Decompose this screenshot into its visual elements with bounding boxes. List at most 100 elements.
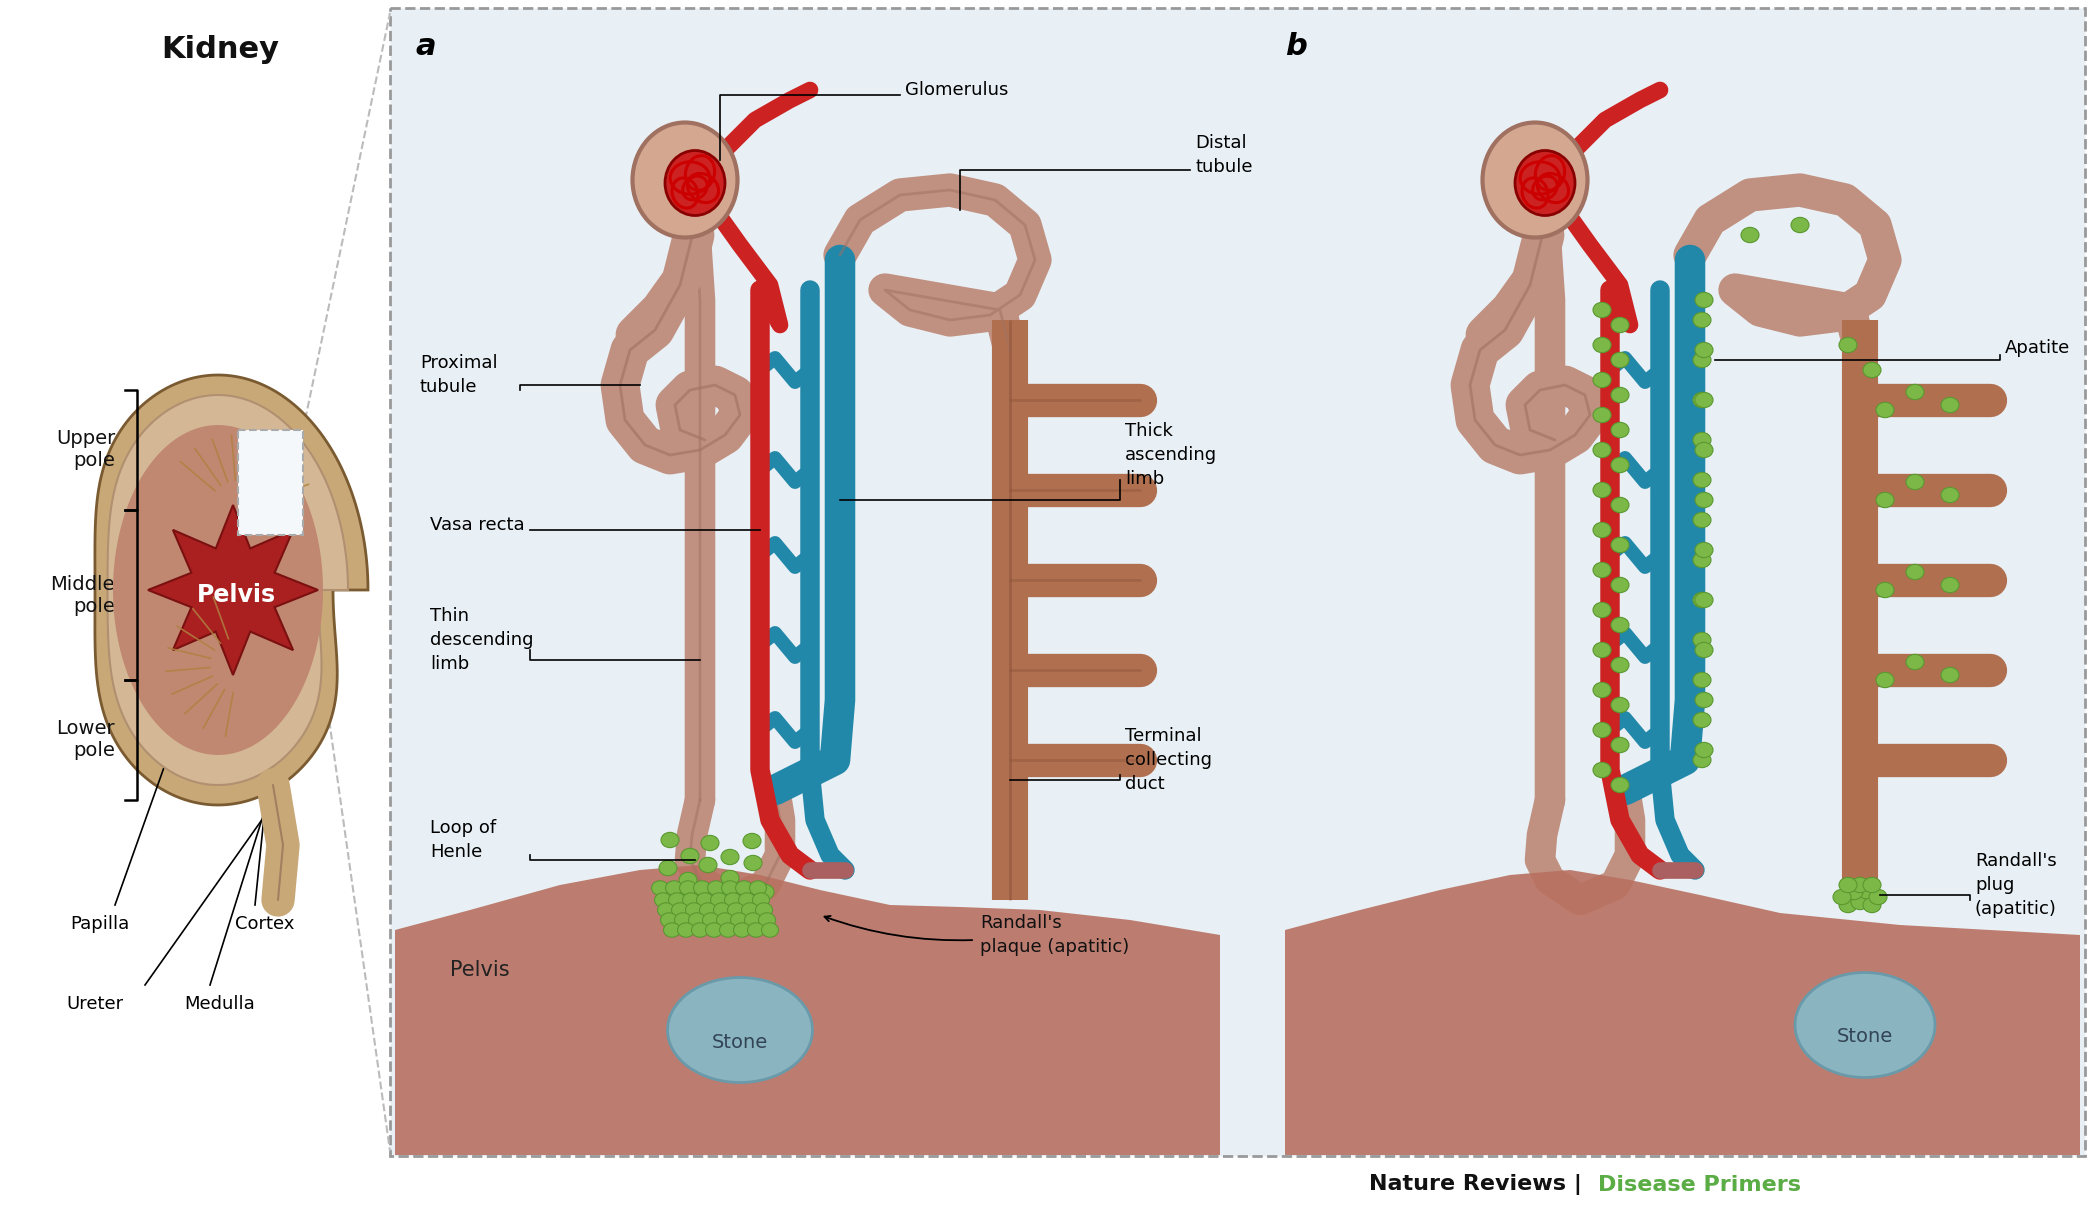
Ellipse shape — [1695, 292, 1714, 308]
Ellipse shape — [662, 832, 678, 848]
FancyBboxPatch shape — [391, 9, 2085, 1156]
Ellipse shape — [1611, 537, 1630, 552]
Text: Ureter: Ureter — [67, 995, 124, 1013]
Ellipse shape — [1846, 884, 1863, 900]
Ellipse shape — [1741, 227, 1760, 243]
Ellipse shape — [743, 833, 760, 849]
Ellipse shape — [1611, 353, 1630, 367]
Ellipse shape — [1695, 542, 1714, 558]
Polygon shape — [147, 505, 317, 675]
Ellipse shape — [1693, 713, 1712, 727]
Ellipse shape — [720, 849, 739, 865]
Ellipse shape — [1693, 552, 1712, 568]
Ellipse shape — [1611, 497, 1630, 513]
Ellipse shape — [720, 871, 739, 885]
Ellipse shape — [1907, 384, 1924, 400]
Ellipse shape — [680, 885, 699, 901]
Ellipse shape — [699, 902, 716, 917]
Ellipse shape — [662, 913, 678, 928]
Ellipse shape — [733, 923, 750, 938]
Ellipse shape — [1907, 474, 1924, 490]
Ellipse shape — [708, 880, 724, 895]
Ellipse shape — [1594, 407, 1611, 423]
Ellipse shape — [1483, 123, 1588, 237]
Ellipse shape — [1594, 443, 1611, 457]
Ellipse shape — [1611, 777, 1630, 793]
Ellipse shape — [678, 923, 695, 938]
Ellipse shape — [743, 855, 762, 871]
Ellipse shape — [666, 880, 683, 895]
Ellipse shape — [756, 884, 775, 900]
Ellipse shape — [1907, 564, 1924, 580]
Ellipse shape — [720, 923, 737, 938]
Ellipse shape — [1840, 897, 1856, 913]
Text: Glomerulus: Glomerulus — [905, 81, 1008, 98]
Ellipse shape — [680, 849, 699, 863]
Text: Distal
tubule: Distal tubule — [1195, 134, 1252, 176]
Ellipse shape — [1611, 388, 1630, 402]
Text: Thick
ascending
limb: Thick ascending limb — [1126, 422, 1218, 488]
Ellipse shape — [1611, 422, 1630, 438]
Ellipse shape — [1594, 642, 1611, 658]
Polygon shape — [94, 375, 368, 805]
Ellipse shape — [1594, 682, 1611, 698]
Ellipse shape — [704, 913, 720, 928]
Ellipse shape — [699, 857, 716, 873]
Ellipse shape — [668, 978, 813, 1082]
Ellipse shape — [1693, 592, 1712, 608]
Text: a: a — [416, 32, 435, 61]
Text: b: b — [1285, 32, 1306, 61]
Ellipse shape — [691, 923, 708, 938]
Ellipse shape — [1594, 562, 1611, 578]
Text: Papilla: Papilla — [71, 914, 130, 933]
Text: Loop of
Henle: Loop of Henle — [430, 820, 496, 861]
Ellipse shape — [1796, 973, 1934, 1077]
Ellipse shape — [1693, 353, 1712, 367]
Ellipse shape — [746, 913, 762, 928]
Ellipse shape — [756, 902, 773, 917]
Ellipse shape — [1693, 433, 1712, 447]
Ellipse shape — [722, 880, 739, 895]
Ellipse shape — [1833, 889, 1850, 905]
Ellipse shape — [1863, 878, 1882, 893]
Ellipse shape — [1693, 632, 1712, 648]
Ellipse shape — [1875, 582, 1894, 597]
Text: Pelvis: Pelvis — [449, 959, 510, 980]
Ellipse shape — [724, 893, 741, 907]
Ellipse shape — [699, 897, 716, 913]
Ellipse shape — [1611, 697, 1630, 713]
Ellipse shape — [716, 913, 733, 928]
Ellipse shape — [716, 885, 735, 901]
Text: Stone: Stone — [1838, 1028, 1892, 1047]
Polygon shape — [395, 865, 1220, 1155]
Ellipse shape — [1695, 742, 1714, 758]
Ellipse shape — [1695, 492, 1714, 507]
Ellipse shape — [693, 880, 710, 895]
Ellipse shape — [735, 880, 752, 895]
Ellipse shape — [1863, 362, 1882, 378]
Ellipse shape — [1514, 151, 1575, 215]
Ellipse shape — [1611, 737, 1630, 753]
Ellipse shape — [678, 872, 697, 888]
Ellipse shape — [1594, 762, 1611, 778]
Ellipse shape — [668, 893, 685, 907]
Ellipse shape — [1695, 393, 1714, 407]
Ellipse shape — [655, 893, 672, 907]
Text: Randall's
plug
(apatitic): Randall's plug (apatitic) — [1974, 852, 2056, 918]
Ellipse shape — [1693, 753, 1712, 767]
Ellipse shape — [664, 923, 680, 938]
Ellipse shape — [674, 913, 691, 928]
Ellipse shape — [706, 923, 722, 938]
Ellipse shape — [685, 902, 704, 917]
Text: Lower
pole: Lower pole — [57, 720, 116, 760]
Ellipse shape — [750, 880, 766, 895]
Ellipse shape — [1594, 337, 1611, 353]
Text: Pelvis: Pelvis — [197, 582, 275, 607]
Ellipse shape — [689, 913, 706, 928]
Ellipse shape — [1695, 592, 1714, 608]
Text: Medulla: Medulla — [185, 995, 256, 1013]
Ellipse shape — [1840, 878, 1856, 893]
Text: Middle
pole: Middle pole — [50, 574, 116, 615]
Ellipse shape — [741, 902, 758, 917]
Text: Vasa recta: Vasa recta — [430, 516, 525, 534]
